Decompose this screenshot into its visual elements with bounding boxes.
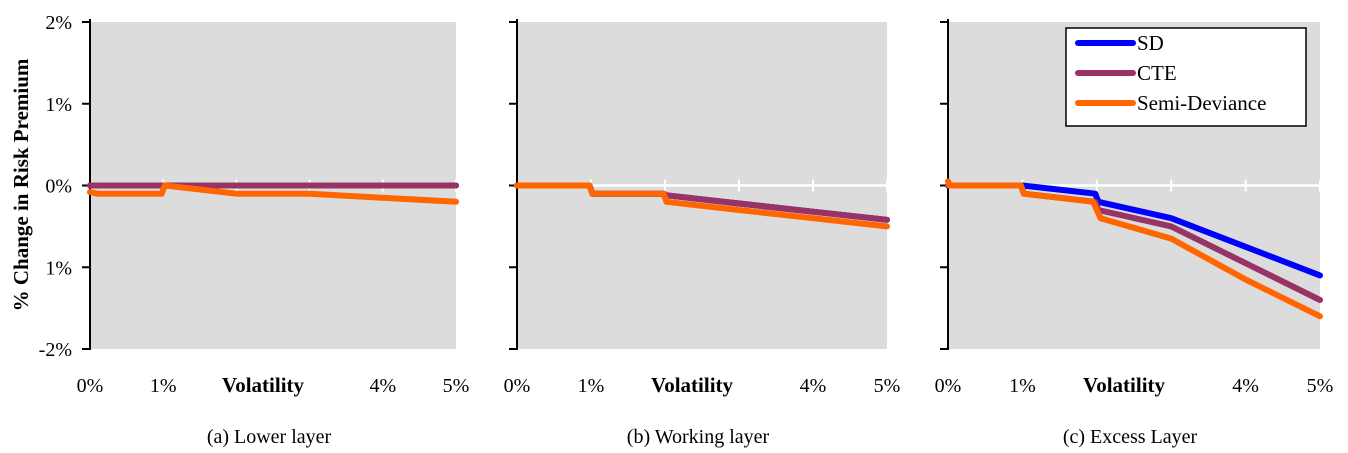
- x-tick-label: 5%: [443, 375, 470, 397]
- y-tick-label: 1%: [45, 257, 72, 279]
- panel-caption: (c) Excess Layer: [1063, 426, 1198, 448]
- y-tick-label: 0%: [45, 176, 72, 198]
- x-tick-label: 5%: [1307, 375, 1334, 397]
- y-tick-labels: 2% 1% 0% 1% -2%: [39, 12, 72, 361]
- x-tick-label: 5%: [874, 375, 901, 397]
- y-tick-label: 1%: [45, 94, 72, 116]
- x-tick-label: 0%: [77, 375, 104, 397]
- series-line-semi-deviance: [514, 182, 890, 230]
- series-line-semi-deviance: [945, 178, 1323, 320]
- series-line-semi-deviance: [87, 182, 459, 205]
- legend: SD CTE Semi-Deviance: [1065, 27, 1307, 127]
- y-tick-label: -2%: [39, 339, 72, 361]
- y-tick-label: 2%: [45, 12, 72, 34]
- x-axis-title: Volatility: [651, 373, 734, 397]
- panel-a: 0% 1% 4% 5% Volatility (a) Lower layer: [77, 19, 470, 448]
- x-tick-label: 1%: [578, 375, 605, 397]
- legend-label: SD: [1137, 31, 1164, 55]
- y-axis-title: % Change in Risk Premium: [9, 58, 33, 311]
- legend-label: CTE: [1137, 61, 1177, 85]
- x-tick-label: 4%: [1232, 375, 1259, 397]
- x-tick-label: 0%: [504, 375, 531, 397]
- x-tick-label: 4%: [800, 375, 827, 397]
- x-tick-label: 4%: [369, 375, 396, 397]
- legend-label: Semi-Deviance: [1137, 91, 1266, 115]
- panel-caption: (a) Lower layer: [207, 426, 332, 448]
- x-axis-title: Volatility: [222, 373, 305, 397]
- x-tick-label: 0%: [935, 375, 962, 397]
- x-axis-title: Volatility: [1083, 373, 1166, 397]
- panel-caption: (b) Working layer: [627, 426, 770, 448]
- x-tick-label: 1%: [1009, 375, 1036, 397]
- panel-b: 0% 1% 4% 5% Volatility (b) Working layer: [504, 19, 901, 448]
- x-tick-label: 1%: [150, 375, 177, 397]
